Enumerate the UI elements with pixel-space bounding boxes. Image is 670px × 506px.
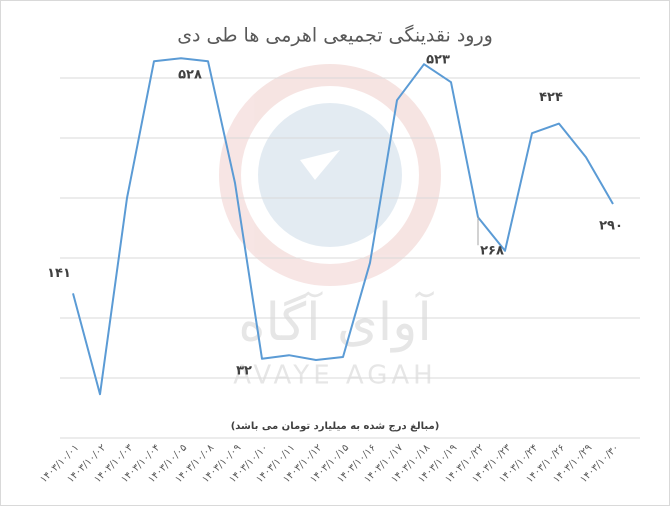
data-label: ۵۲۳: [426, 53, 450, 68]
watermark: AVAYE AGAH: [233, 361, 436, 391]
data-label: ۲۶۸: [480, 244, 504, 259]
chart-title: ورود نقدینگی تجمیعی اهرمی ها طی دی: [177, 24, 493, 47]
data-label: ۳۲: [236, 363, 252, 378]
data-label: ۱۴۱: [47, 266, 71, 281]
data-label: ۴۲۴: [539, 90, 563, 105]
watermark: آوای آگاه: [238, 290, 434, 353]
note: (مبالغ درج شده به میلیارد تومان می باشد): [231, 421, 440, 432]
logo: [219, 64, 441, 286]
data-label: ۲۹۰: [599, 219, 623, 234]
data-label: ۵۲۸: [178, 68, 202, 83]
line: [72, 57, 614, 396]
